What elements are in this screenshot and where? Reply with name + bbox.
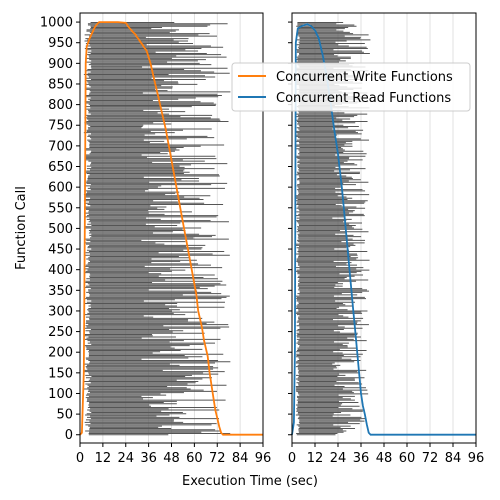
x-tick-label: 60 xyxy=(399,451,416,466)
x-tick-label: 24 xyxy=(117,451,134,466)
left-y-ticks: 0 50 100 150 200 250 300 350 400 450 500 550 600 650 7… xyxy=(40,16,80,443)
y-tick-label: 650 xyxy=(48,160,73,175)
y-tick-label: 950 xyxy=(48,36,73,51)
y-tick-label: 700 xyxy=(48,139,73,154)
x-tick-label: 0 xyxy=(76,451,84,466)
y-tick-label: 300 xyxy=(48,304,73,319)
series-line xyxy=(291,23,476,436)
legend-label-read: Concurrent Read Functions xyxy=(276,91,451,106)
x-tick-label: 60 xyxy=(186,451,203,466)
y-tick-label: 850 xyxy=(48,77,73,92)
y-tick-label: 400 xyxy=(48,263,73,278)
y-axis-label: Function Call xyxy=(14,186,29,270)
x-tick-label: 84 xyxy=(445,451,462,466)
x-tick-label: 48 xyxy=(376,451,393,466)
legend-box xyxy=(231,62,471,112)
legend: Concurrent Write Functions Concurrent Re… xyxy=(231,62,471,112)
y-tick-label: 800 xyxy=(48,98,73,113)
left-background-bars xyxy=(83,21,231,436)
y-tick-label: 500 xyxy=(48,222,73,237)
x-tick-label: 84 xyxy=(232,451,249,466)
x-tick-label: 24 xyxy=(330,451,347,466)
x-tick-label: 96 xyxy=(255,451,272,466)
x-tick-label: 12 xyxy=(95,451,112,466)
y-tick-label: 150 xyxy=(48,366,73,381)
x-tick-label: 96 xyxy=(468,451,485,466)
y-tick-label: 900 xyxy=(48,57,73,72)
y-tick-label: 1000 xyxy=(40,16,73,31)
series-line xyxy=(79,21,263,436)
x-tick-label: 36 xyxy=(140,451,157,466)
left-x-ticks: 0 12 24 36 48 60 72 84 96 xyxy=(76,443,271,466)
y-tick-label: 600 xyxy=(48,181,73,196)
y-tick-label: 550 xyxy=(48,201,73,216)
y-tick-label: 200 xyxy=(48,346,73,361)
y-tick-label: 100 xyxy=(48,387,73,402)
x-tick-label: 48 xyxy=(163,451,180,466)
x-tick-label: 12 xyxy=(307,451,324,466)
y-tick-label: 50 xyxy=(56,408,73,423)
x-tick-label: 0 xyxy=(288,451,296,466)
right-series xyxy=(291,23,476,436)
right-x-ticks: 0 12 24 36 48 60 72 84 96 xyxy=(288,443,484,466)
x-tick-label: 72 xyxy=(209,451,226,466)
x-tick-label: 36 xyxy=(353,451,370,466)
left-panel: 0 12 24 36 48 60 72 84 96 0 50 100 150 200 250 300 350 4… xyxy=(40,12,271,466)
left-series xyxy=(79,21,263,436)
y-tick-label: 450 xyxy=(48,243,73,258)
legend-label-write: Concurrent Write Functions xyxy=(276,70,453,85)
x-axis-label: Execution Time (sec) xyxy=(182,474,318,489)
y-tick-label: 750 xyxy=(48,119,73,134)
y-tick-label: 250 xyxy=(48,325,73,340)
x-tick-label: 72 xyxy=(422,451,439,466)
y-tick-label: 0 xyxy=(65,428,73,443)
y-tick-label: 350 xyxy=(48,284,73,299)
